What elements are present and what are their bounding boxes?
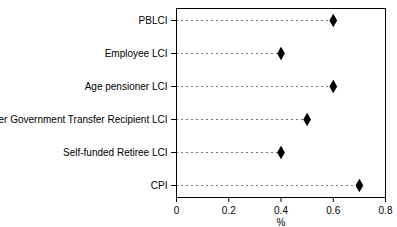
svg-text:0.8: 0.8 [379, 205, 393, 216]
svg-text:Employee LCI: Employee LCI [105, 48, 168, 59]
svg-text:0.4: 0.4 [274, 205, 288, 216]
svg-text:0: 0 [174, 205, 180, 216]
svg-text:Other Government Transfer Reci: Other Government Transfer Recipient LCI [0, 114, 168, 125]
svg-text:0.6: 0.6 [326, 205, 340, 216]
svg-text:%: % [277, 217, 286, 227]
svg-text:0.2: 0.2 [222, 205, 236, 216]
svg-text:PBLCI: PBLCI [139, 15, 168, 26]
svg-text:Age pensioner LCI: Age pensioner LCI [85, 81, 168, 92]
svg-text:CPI: CPI [151, 180, 168, 191]
svg-text:Self-funded Retiree LCI: Self-funded Retiree LCI [63, 147, 168, 158]
